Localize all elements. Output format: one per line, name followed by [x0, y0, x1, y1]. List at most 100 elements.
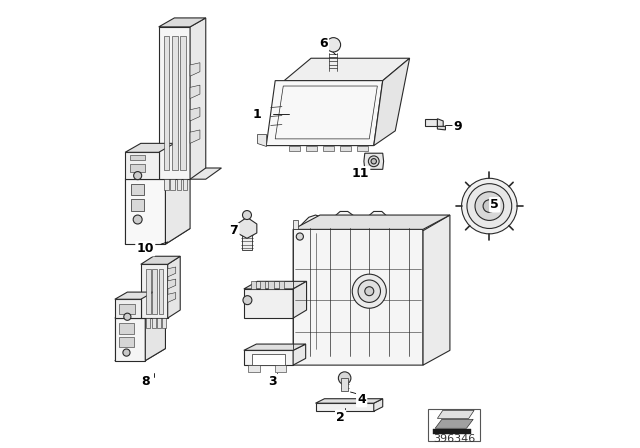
Polygon shape	[340, 146, 351, 151]
Polygon shape	[115, 306, 165, 318]
Circle shape	[326, 38, 340, 52]
Polygon shape	[146, 318, 150, 328]
Text: 5: 5	[490, 198, 499, 211]
Circle shape	[339, 372, 351, 384]
Polygon shape	[252, 354, 285, 365]
Polygon shape	[125, 164, 190, 179]
Polygon shape	[159, 18, 206, 27]
Polygon shape	[115, 318, 135, 361]
Text: 8: 8	[141, 375, 150, 388]
Polygon shape	[115, 299, 141, 318]
Polygon shape	[374, 399, 383, 411]
Polygon shape	[293, 220, 298, 229]
Polygon shape	[284, 58, 410, 81]
Polygon shape	[293, 211, 423, 365]
Polygon shape	[244, 344, 306, 350]
Polygon shape	[168, 293, 176, 302]
Circle shape	[475, 192, 504, 220]
Polygon shape	[152, 269, 157, 314]
Text: 11: 11	[351, 167, 369, 181]
Polygon shape	[306, 146, 317, 151]
Text: 396346: 396346	[433, 434, 476, 444]
Polygon shape	[131, 199, 145, 211]
Polygon shape	[244, 289, 293, 318]
Polygon shape	[190, 130, 200, 143]
Polygon shape	[115, 318, 145, 361]
Polygon shape	[152, 318, 156, 328]
Polygon shape	[125, 143, 174, 152]
Polygon shape	[266, 81, 383, 146]
Text: 1: 1	[253, 108, 262, 121]
Polygon shape	[177, 179, 181, 190]
FancyBboxPatch shape	[428, 409, 481, 441]
Polygon shape	[242, 233, 252, 250]
Circle shape	[358, 280, 380, 302]
Polygon shape	[435, 419, 473, 428]
Polygon shape	[172, 36, 177, 170]
Polygon shape	[159, 168, 221, 179]
Circle shape	[352, 274, 387, 308]
Polygon shape	[289, 146, 300, 151]
Circle shape	[369, 156, 379, 167]
Circle shape	[243, 296, 252, 305]
Polygon shape	[145, 306, 165, 361]
Polygon shape	[125, 179, 165, 244]
Polygon shape	[163, 318, 166, 328]
Polygon shape	[293, 215, 450, 229]
Polygon shape	[180, 36, 186, 170]
Polygon shape	[316, 399, 383, 403]
Polygon shape	[130, 155, 145, 160]
Polygon shape	[183, 179, 188, 190]
Polygon shape	[437, 126, 445, 130]
Polygon shape	[190, 108, 200, 121]
Polygon shape	[165, 164, 190, 244]
Circle shape	[467, 184, 512, 228]
Polygon shape	[293, 344, 306, 365]
Polygon shape	[260, 281, 265, 289]
Polygon shape	[190, 18, 206, 179]
Polygon shape	[190, 63, 200, 76]
Text: 7: 7	[230, 224, 238, 237]
Polygon shape	[157, 318, 161, 328]
Polygon shape	[316, 403, 374, 411]
Polygon shape	[125, 228, 190, 244]
Polygon shape	[356, 146, 368, 151]
Polygon shape	[170, 179, 175, 190]
Polygon shape	[364, 153, 383, 169]
Circle shape	[133, 215, 142, 224]
Polygon shape	[244, 350, 293, 365]
Polygon shape	[125, 179, 150, 244]
Circle shape	[371, 159, 376, 164]
Circle shape	[243, 211, 252, 220]
Circle shape	[483, 200, 495, 212]
Polygon shape	[437, 410, 474, 418]
Polygon shape	[341, 378, 348, 391]
Polygon shape	[146, 269, 150, 314]
Polygon shape	[141, 256, 180, 264]
Polygon shape	[275, 365, 287, 372]
Polygon shape	[248, 365, 260, 372]
Polygon shape	[244, 281, 307, 289]
Polygon shape	[269, 281, 274, 289]
Polygon shape	[190, 85, 200, 99]
Polygon shape	[257, 134, 266, 146]
Polygon shape	[433, 429, 471, 434]
Circle shape	[296, 233, 303, 240]
Circle shape	[134, 172, 141, 180]
Polygon shape	[168, 256, 180, 318]
Circle shape	[365, 287, 374, 296]
Circle shape	[461, 178, 517, 234]
Polygon shape	[119, 304, 136, 314]
Polygon shape	[130, 164, 145, 172]
Polygon shape	[115, 292, 154, 299]
Polygon shape	[164, 36, 170, 170]
Polygon shape	[293, 281, 307, 318]
Polygon shape	[168, 267, 176, 277]
Circle shape	[124, 313, 131, 320]
Text: 4: 4	[357, 393, 366, 406]
Polygon shape	[323, 146, 334, 151]
Polygon shape	[141, 264, 168, 318]
Polygon shape	[131, 184, 145, 195]
Text: 3: 3	[269, 375, 277, 388]
Polygon shape	[237, 217, 257, 238]
